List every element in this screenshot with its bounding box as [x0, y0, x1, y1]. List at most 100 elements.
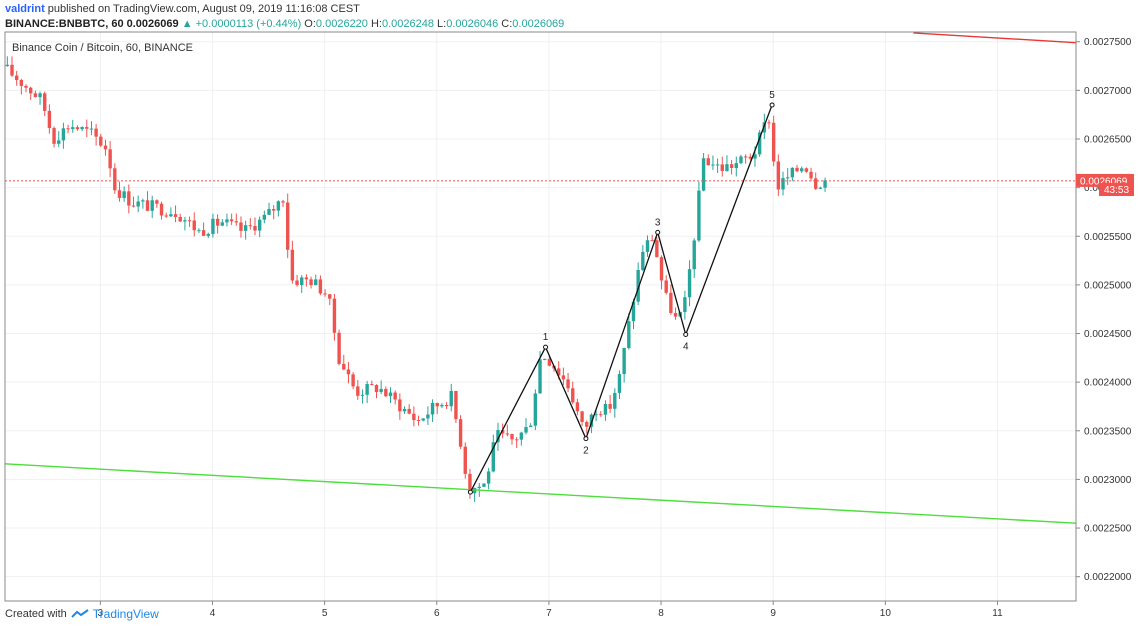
- x-tick-label: 4: [210, 608, 216, 619]
- candle-body: [388, 392, 393, 397]
- candle-body: [435, 402, 439, 407]
- x-tick-label: 7: [546, 608, 552, 619]
- candle-body: [290, 249, 295, 281]
- candle-body: [61, 128, 66, 141]
- candle-body: [33, 93, 38, 98]
- candle-body: [164, 215, 168, 217]
- x-tick-label: 5: [322, 608, 328, 619]
- ohlc-line: BINANCE:BNBBTC, 60 0.0026069 ▲ +0.000011…: [5, 17, 564, 32]
- wave-point[interactable]: [583, 436, 589, 442]
- candle-body: [472, 488, 477, 494]
- created-with-text: Created with: [5, 608, 67, 620]
- price-change: ▲ +0.0000113 (+0.44%): [181, 18, 302, 30]
- y-tick-label: 0.0023500: [1084, 426, 1132, 437]
- candle-body: [823, 180, 827, 188]
- candle-body: [323, 293, 327, 295]
- candle-body: [589, 414, 594, 427]
- candle-body: [706, 158, 710, 166]
- close-value: 0.0026069: [512, 18, 565, 30]
- candle-body: [14, 75, 19, 80]
- y-tick-label: 0.0025500: [1084, 232, 1132, 243]
- tradingview-brand[interactable]: TradingView: [92, 607, 159, 621]
- wave-point[interactable]: [467, 489, 473, 495]
- candle-body: [669, 292, 673, 314]
- candle-body: [673, 313, 678, 317]
- x-tick-label: 6: [434, 608, 440, 619]
- x-tick-label: 11: [992, 608, 1003, 619]
- candle-body: [71, 127, 75, 130]
- support-trendline[interactable]: [4, 463, 1077, 524]
- candle-body: [346, 369, 351, 375]
- candle-body: [505, 433, 510, 435]
- grid: [5, 32, 1076, 601]
- candle-body: [561, 375, 566, 380]
- candle-body: [155, 200, 159, 204]
- candle-body: [641, 251, 645, 271]
- wave-point[interactable]: [683, 331, 689, 337]
- candle-body: [426, 414, 430, 419]
- candle-body: [482, 483, 486, 487]
- candle-body: [776, 161, 781, 190]
- candle-body: [234, 221, 239, 223]
- candle-body: [248, 225, 253, 227]
- candle-body: [725, 164, 729, 171]
- candle-body: [627, 321, 631, 349]
- candle-body: [543, 358, 547, 360]
- footer: Created with TradingView: [5, 607, 159, 621]
- publisher-name[interactable]: valdrint: [5, 3, 45, 15]
- y-tick-label: 0.0024000: [1084, 378, 1132, 389]
- candle-body: [29, 87, 33, 94]
- candle-body: [767, 122, 771, 124]
- candle-body: [183, 220, 187, 222]
- candle-body: [356, 386, 360, 396]
- candle-body: [743, 156, 748, 158]
- x-tick-label: 8: [658, 608, 664, 619]
- candle-body: [5, 64, 10, 67]
- y-tick-label: 0.0026500: [1084, 134, 1132, 145]
- candle-body: [519, 432, 524, 440]
- candle-body: [318, 279, 323, 294]
- y-tick-label: 0.0027500: [1084, 37, 1132, 48]
- candle-body: [215, 218, 220, 226]
- candle-body: [650, 240, 654, 242]
- candle-body: [533, 393, 538, 426]
- wave-point[interactable]: [655, 229, 661, 235]
- candle-body: [192, 220, 196, 231]
- candle-body: [444, 404, 449, 407]
- wave-point[interactable]: [769, 102, 775, 108]
- countdown-label: 43:53: [1104, 185, 1129, 196]
- published-text: published on TradingView.com, August 09,…: [47, 3, 360, 15]
- candle-body: [757, 132, 762, 155]
- candle-body: [332, 298, 337, 333]
- candle-body: [19, 79, 24, 86]
- resistance-trendline[interactable]: [913, 32, 1077, 44]
- candle-body: [257, 219, 262, 231]
- elliott-wave-line[interactable]: [469, 104, 773, 493]
- candle-body: [557, 368, 561, 376]
- wave-label: 4: [683, 341, 689, 352]
- candle-body: [47, 110, 52, 129]
- candle-body: [136, 201, 140, 207]
- candle-body: [416, 419, 421, 421]
- candle-body: [370, 384, 374, 386]
- candle-body: [566, 379, 570, 389]
- wave-point[interactable]: [543, 344, 549, 350]
- candle-body: [393, 392, 397, 400]
- candle-body: [314, 279, 318, 286]
- candle-body: [379, 388, 383, 393]
- candle-body: [295, 280, 299, 286]
- candle-body: [477, 486, 481, 489]
- candle-body: [127, 191, 131, 206]
- candle-body: [178, 216, 182, 222]
- candle-body: [729, 164, 734, 168]
- candle-body: [262, 214, 267, 220]
- candle-body: [739, 156, 743, 164]
- candle-body: [103, 145, 108, 150]
- candle-body: [57, 140, 61, 144]
- candle-body: [122, 191, 126, 198]
- high-value: 0.0026248: [381, 18, 434, 30]
- candle-body: [328, 294, 332, 299]
- candle-body: [94, 128, 98, 137]
- candle-body: [608, 403, 612, 409]
- candle-body: [514, 439, 519, 441]
